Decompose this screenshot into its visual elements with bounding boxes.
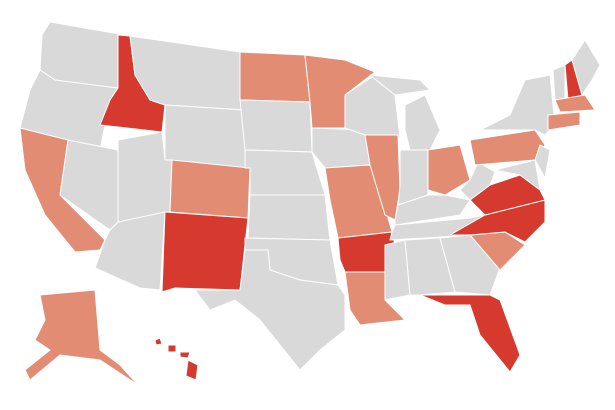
state <box>571 39 601 96</box>
state <box>494 159 541 191</box>
state <box>244 149 326 196</box>
state <box>369 74 431 96</box>
state <box>239 99 313 153</box>
state <box>167 344 177 353</box>
state <box>117 131 173 223</box>
state <box>161 211 249 293</box>
state <box>404 237 456 296</box>
state <box>384 239 411 301</box>
state <box>185 359 199 381</box>
state <box>547 111 581 131</box>
state <box>404 94 441 151</box>
state <box>169 159 251 219</box>
state <box>194 249 346 371</box>
state <box>552 64 566 101</box>
state <box>554 94 596 113</box>
state <box>469 129 546 166</box>
state <box>394 194 471 226</box>
state <box>427 144 471 196</box>
state <box>419 294 521 373</box>
state <box>479 74 556 136</box>
state <box>154 337 163 346</box>
state <box>24 289 139 386</box>
state <box>534 144 551 179</box>
state <box>179 351 191 359</box>
state <box>239 51 311 103</box>
state <box>164 104 246 169</box>
state <box>247 194 331 241</box>
states <box>19 21 601 386</box>
state <box>459 161 496 201</box>
